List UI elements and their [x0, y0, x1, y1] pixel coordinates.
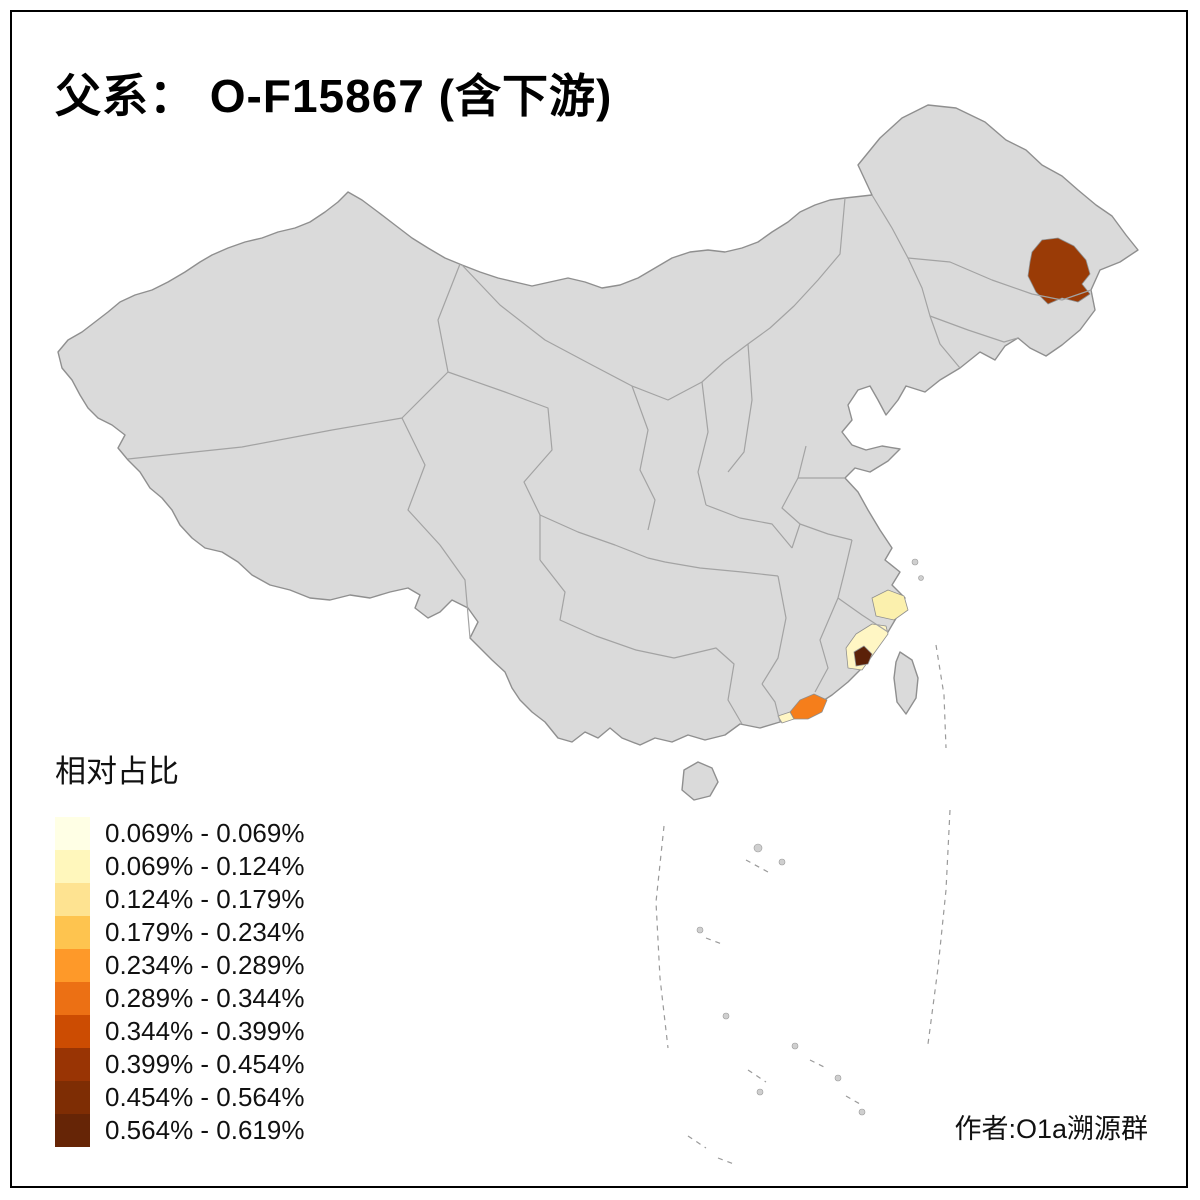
- region-zhejiang-coast: [871, 589, 909, 621]
- legend-label: 0.289% - 0.344%: [105, 983, 305, 1013]
- hainan-island: [681, 761, 719, 801]
- legend-swatch: [55, 949, 90, 982]
- legend-item: 0.454% - 0.564%: [55, 1081, 304, 1114]
- sea-islet: [791, 1042, 799, 1050]
- region-guangdong-pale: [777, 711, 795, 724]
- taiwan-island: [893, 651, 919, 715]
- legend-swatch: [55, 817, 90, 850]
- legend-label: 0.344% - 0.399%: [105, 1016, 305, 1046]
- province-borders: [127, 194, 1092, 725]
- legend-swatch: [55, 1081, 90, 1114]
- coastal-islet: [918, 575, 924, 581]
- sea-islet: [778, 858, 786, 866]
- sea-islet: [722, 1012, 730, 1020]
- legend-title: 相对占比: [55, 754, 179, 789]
- islands: [681, 558, 924, 1116]
- south-china-sea-dashes: [655, 644, 951, 1165]
- legend-swatch: [55, 883, 90, 916]
- page-title: 父系： O-F15867 (含下游): [55, 70, 613, 122]
- legend-label: 0.179% - 0.234%: [105, 917, 305, 947]
- legend-item: 0.234% - 0.289%: [55, 949, 304, 982]
- sea-islet: [858, 1108, 866, 1116]
- legend-item: 0.124% - 0.179%: [55, 883, 304, 916]
- legend-item: 0.069% - 0.069%: [55, 817, 304, 850]
- legend-item: 0.344% - 0.399%: [55, 1015, 304, 1048]
- sea-islet: [834, 1074, 842, 1082]
- region-northeast-heilongjiang: [1027, 237, 1091, 305]
- highlight-regions: [777, 237, 1091, 724]
- legend-item: 0.069% - 0.124%: [55, 850, 304, 883]
- sea-islet: [696, 926, 704, 934]
- coastal-islet: [911, 558, 919, 566]
- legend-item: 0.564% - 0.619%: [55, 1114, 304, 1147]
- legend-swatch: [55, 1048, 90, 1081]
- legend: 相对占比 0.069% - 0.069% 0.069% - 0.124% 0.1…: [55, 746, 304, 1147]
- legend-label: 0.454% - 0.564%: [105, 1082, 305, 1112]
- region-guangdong-chaoshan: [789, 693, 828, 720]
- sea-islet: [753, 843, 763, 853]
- legend-label: 0.124% - 0.179%: [105, 884, 305, 914]
- legend-swatch: [55, 850, 90, 883]
- author-credit: 作者:O1a溯源群: [954, 1114, 1148, 1144]
- legend-swatch: [55, 1015, 90, 1048]
- legend-item: 0.289% - 0.344%: [55, 982, 304, 1015]
- legend-item: 0.179% - 0.234%: [55, 916, 304, 949]
- legend-label: 0.069% - 0.069%: [105, 818, 305, 848]
- legend-swatch: [55, 916, 90, 949]
- legend-item: 0.399% - 0.454%: [55, 1048, 304, 1081]
- legend-swatch: [55, 982, 90, 1015]
- china-mainland: [57, 104, 1139, 746]
- legend-label: 0.069% - 0.124%: [105, 851, 305, 881]
- legend-label: 0.399% - 0.454%: [105, 1049, 305, 1079]
- legend-label: 0.234% - 0.289%: [105, 950, 305, 980]
- legend-swatch: [55, 1114, 90, 1147]
- region-fujian-dark-spot: [853, 645, 873, 667]
- sea-islet: [756, 1088, 764, 1096]
- legend-label: 0.564% - 0.619%: [105, 1115, 305, 1145]
